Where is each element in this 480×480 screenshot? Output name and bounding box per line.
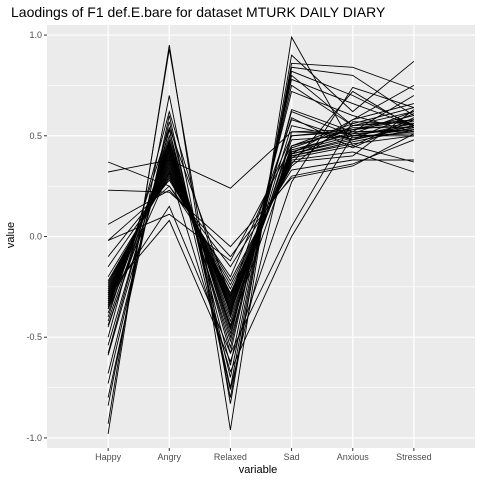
series-line-41 bbox=[107, 95, 415, 343]
series-line-36 bbox=[107, 121, 414, 355]
series-line-28 bbox=[107, 85, 415, 282]
x-tick-label: Stressed bbox=[396, 452, 432, 462]
x-tick-label: Sad bbox=[284, 452, 300, 462]
series-lines bbox=[107, 35, 415, 434]
x-tick-label: Relaxed bbox=[214, 452, 247, 462]
series-line-35 bbox=[107, 86, 415, 363]
series-line-31 bbox=[108, 133, 415, 248]
y-tick-label: 1.0 bbox=[29, 30, 42, 40]
series-line-40 bbox=[107, 109, 415, 338]
series-line-42 bbox=[107, 113, 415, 318]
series-line-34 bbox=[107, 107, 415, 262]
series-line-39 bbox=[107, 103, 415, 356]
series-line-32 bbox=[108, 111, 415, 189]
y-tick-label: 0.5 bbox=[29, 131, 42, 141]
y-axis: -1.0 -0.5 0.0 0.5 1.0 bbox=[26, 30, 47, 443]
x-tick-label: Happy bbox=[95, 452, 122, 462]
y-axis-title: value bbox=[5, 222, 17, 248]
x-axis: Happy Angry Relaxed Sad Anxious Stressed bbox=[95, 448, 432, 462]
x-tick-label: Anxious bbox=[337, 452, 370, 462]
series-line-33 bbox=[107, 115, 415, 278]
chart-title: Laodings of F1 def.E.bare for dataset MT… bbox=[11, 4, 386, 20]
x-tick-label: Angry bbox=[158, 452, 182, 462]
y-tick-label: -1.0 bbox=[26, 433, 42, 443]
y-tick-label: 0.0 bbox=[29, 232, 42, 242]
series-line-38 bbox=[107, 123, 414, 390]
x-axis-title: variable bbox=[239, 464, 278, 476]
y-tick-label: -0.5 bbox=[26, 332, 42, 342]
